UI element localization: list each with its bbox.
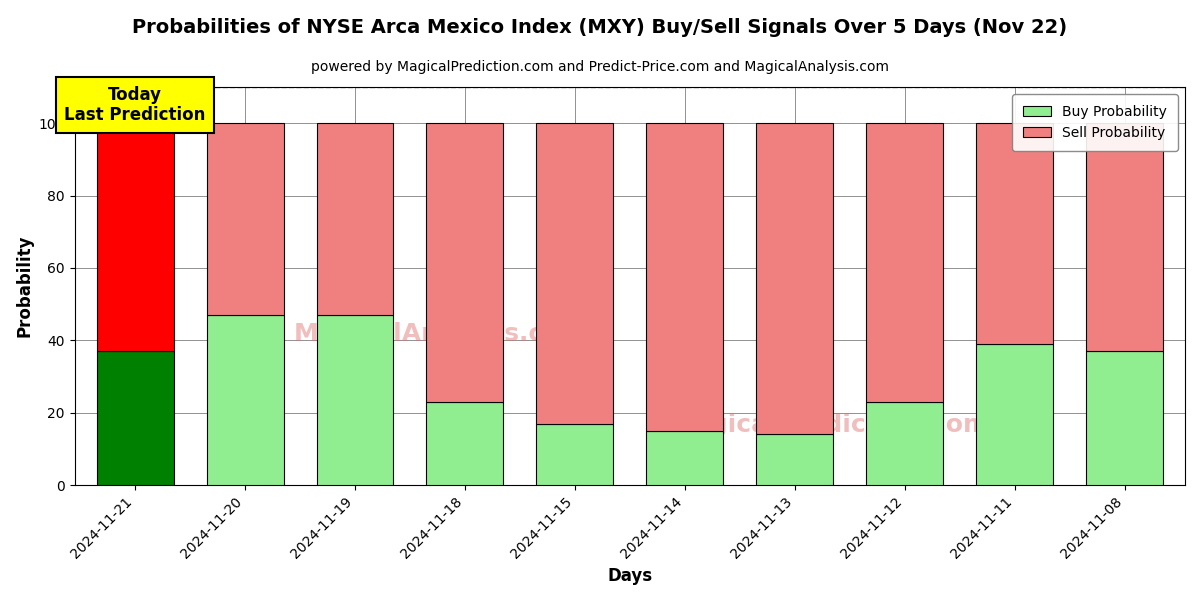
Bar <box>976 344 1054 485</box>
Text: MagicalPrediction.com: MagicalPrediction.com <box>670 413 990 437</box>
X-axis label: Days: Days <box>607 567 653 585</box>
Bar <box>647 431 724 485</box>
Text: Today
Last Prediction: Today Last Prediction <box>65 86 206 124</box>
Bar <box>97 351 174 485</box>
Text: Probabilities of NYSE Arca Mexico Index (MXY) Buy/Sell Signals Over 5 Days (Nov : Probabilities of NYSE Arca Mexico Index … <box>132 18 1068 37</box>
Bar <box>317 315 394 485</box>
Legend: Buy Probability, Sell Probability: Buy Probability, Sell Probability <box>1012 94 1178 151</box>
Bar <box>97 123 174 351</box>
Bar <box>206 123 283 315</box>
Bar <box>536 123 613 424</box>
Bar <box>536 424 613 485</box>
Y-axis label: Probability: Probability <box>16 235 34 337</box>
Bar <box>1086 123 1163 351</box>
Bar <box>1086 351 1163 485</box>
Bar <box>866 123 943 402</box>
Bar <box>317 123 394 315</box>
Bar <box>647 123 724 431</box>
Bar <box>976 123 1054 344</box>
Bar <box>756 434 833 485</box>
Bar <box>756 123 833 434</box>
Text: MagicalAnalysis.com: MagicalAnalysis.com <box>294 322 588 346</box>
Bar <box>426 402 504 485</box>
Bar <box>206 315 283 485</box>
Text: powered by MagicalPrediction.com and Predict-Price.com and MagicalAnalysis.com: powered by MagicalPrediction.com and Pre… <box>311 60 889 74</box>
Bar <box>866 402 943 485</box>
Bar <box>426 123 504 402</box>
